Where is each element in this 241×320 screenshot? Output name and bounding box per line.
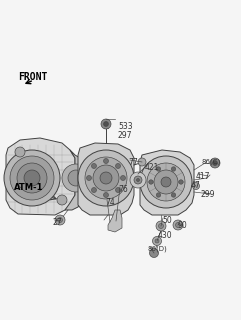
Circle shape	[171, 167, 176, 171]
Circle shape	[130, 172, 146, 188]
Circle shape	[153, 236, 161, 245]
Polygon shape	[140, 150, 194, 215]
Circle shape	[100, 172, 112, 184]
Circle shape	[103, 193, 108, 197]
Circle shape	[93, 165, 119, 191]
Text: FRONT: FRONT	[18, 72, 47, 82]
Circle shape	[171, 193, 176, 197]
Circle shape	[120, 175, 126, 180]
Circle shape	[92, 164, 96, 168]
Text: 417: 417	[196, 172, 210, 181]
Circle shape	[147, 163, 185, 201]
Circle shape	[138, 158, 146, 166]
Text: 50: 50	[162, 216, 172, 225]
Circle shape	[78, 150, 134, 206]
Circle shape	[92, 188, 96, 193]
Text: 76: 76	[118, 185, 128, 194]
Circle shape	[62, 164, 90, 192]
Circle shape	[155, 239, 159, 243]
Circle shape	[85, 157, 127, 199]
Polygon shape	[108, 210, 122, 232]
Polygon shape	[78, 143, 134, 215]
Circle shape	[193, 182, 200, 189]
Circle shape	[4, 150, 60, 206]
Circle shape	[101, 119, 111, 129]
Text: 74: 74	[105, 198, 115, 207]
Text: 90: 90	[178, 221, 188, 230]
Text: 27: 27	[52, 218, 62, 227]
Text: 86(C): 86(C)	[202, 158, 221, 164]
Circle shape	[103, 158, 108, 164]
Text: 86(D): 86(D)	[148, 245, 168, 252]
Circle shape	[175, 222, 181, 228]
Polygon shape	[6, 138, 75, 215]
Text: 299: 299	[201, 190, 215, 199]
Circle shape	[134, 176, 142, 184]
Text: 430: 430	[158, 231, 173, 240]
Circle shape	[149, 180, 153, 184]
Circle shape	[15, 147, 25, 157]
Circle shape	[140, 156, 192, 208]
Circle shape	[68, 170, 84, 186]
Circle shape	[173, 220, 183, 230]
Circle shape	[154, 170, 178, 194]
Text: 533: 533	[118, 122, 133, 131]
Circle shape	[10, 156, 54, 200]
Circle shape	[58, 218, 62, 222]
Text: 77: 77	[128, 158, 138, 167]
Text: 47: 47	[191, 181, 201, 190]
Circle shape	[24, 170, 40, 186]
Circle shape	[161, 177, 171, 187]
Circle shape	[210, 158, 220, 168]
Circle shape	[156, 193, 161, 197]
Circle shape	[156, 167, 161, 171]
Circle shape	[87, 175, 92, 180]
Circle shape	[17, 163, 47, 193]
Circle shape	[149, 249, 159, 258]
Circle shape	[57, 195, 67, 205]
Circle shape	[156, 221, 166, 231]
Text: ATM-1: ATM-1	[14, 183, 43, 192]
Circle shape	[159, 223, 163, 228]
Polygon shape	[65, 150, 82, 210]
Circle shape	[103, 122, 108, 126]
Circle shape	[55, 215, 65, 225]
Text: 421: 421	[145, 163, 159, 172]
Circle shape	[213, 161, 217, 165]
Circle shape	[115, 188, 120, 193]
Circle shape	[136, 179, 140, 181]
Text: 297: 297	[118, 131, 133, 140]
Circle shape	[115, 164, 120, 168]
Circle shape	[179, 180, 183, 184]
